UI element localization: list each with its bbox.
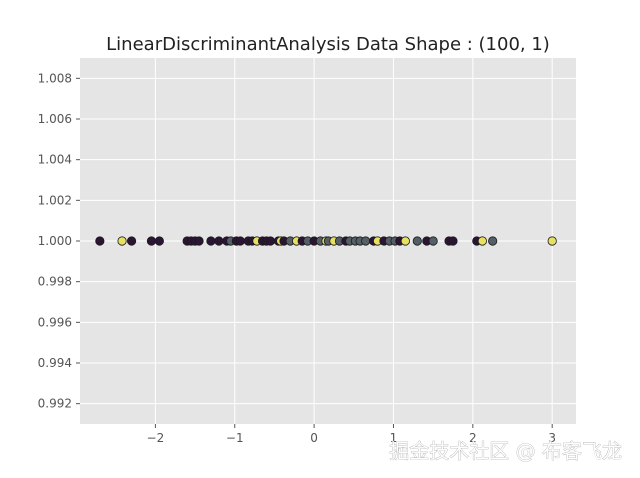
y-tick-label: 1.000 [38, 234, 72, 248]
chart-title: LinearDiscriminantAnalysis Data Shape : … [106, 34, 550, 55]
data-points [95, 236, 557, 246]
data-point [117, 236, 127, 246]
y-tick-label: 0.994 [38, 356, 72, 370]
watermark: 掘金技术社区 @ 布客飞龙 [389, 439, 622, 463]
y-tick-label: 1.006 [38, 112, 72, 126]
data-point [448, 236, 458, 246]
data-point [428, 236, 438, 246]
data-point [154, 236, 164, 246]
data-point [126, 236, 137, 246]
y-tick-label: 0.996 [38, 315, 72, 329]
data-point [95, 236, 105, 246]
data-point [412, 236, 422, 246]
data-point [235, 236, 245, 246]
x-tick-label: −2 [147, 431, 165, 445]
data-point [194, 236, 204, 246]
data-point [146, 236, 157, 246]
y-tick-label: 0.998 [38, 275, 72, 289]
x-tick-label: 2 [469, 431, 477, 445]
y-tick-label: 1.004 [38, 153, 72, 167]
data-point [206, 236, 216, 246]
x-tick-label: 0 [310, 431, 318, 445]
data-point [477, 236, 487, 246]
data-point [361, 236, 371, 246]
data-point [547, 236, 557, 246]
y-tick-label: 1.002 [38, 193, 72, 207]
data-point [488, 236, 498, 246]
data-point [400, 236, 410, 246]
x-tick-label: −1 [226, 431, 244, 445]
y-tick-label: 0.992 [38, 397, 72, 411]
x-axis: −2 −1 0 1 2 3 [147, 424, 556, 445]
y-axis: 0.992 0.994 0.996 0.998 1.000 1.002 1.004 1.006… [38, 71, 80, 411]
data-point [265, 236, 276, 246]
x-tick-label: 3 [548, 431, 556, 445]
data-point [214, 236, 224, 246]
y-tick-label: 1.008 [38, 71, 72, 85]
x-tick-label: 1 [390, 431, 398, 445]
